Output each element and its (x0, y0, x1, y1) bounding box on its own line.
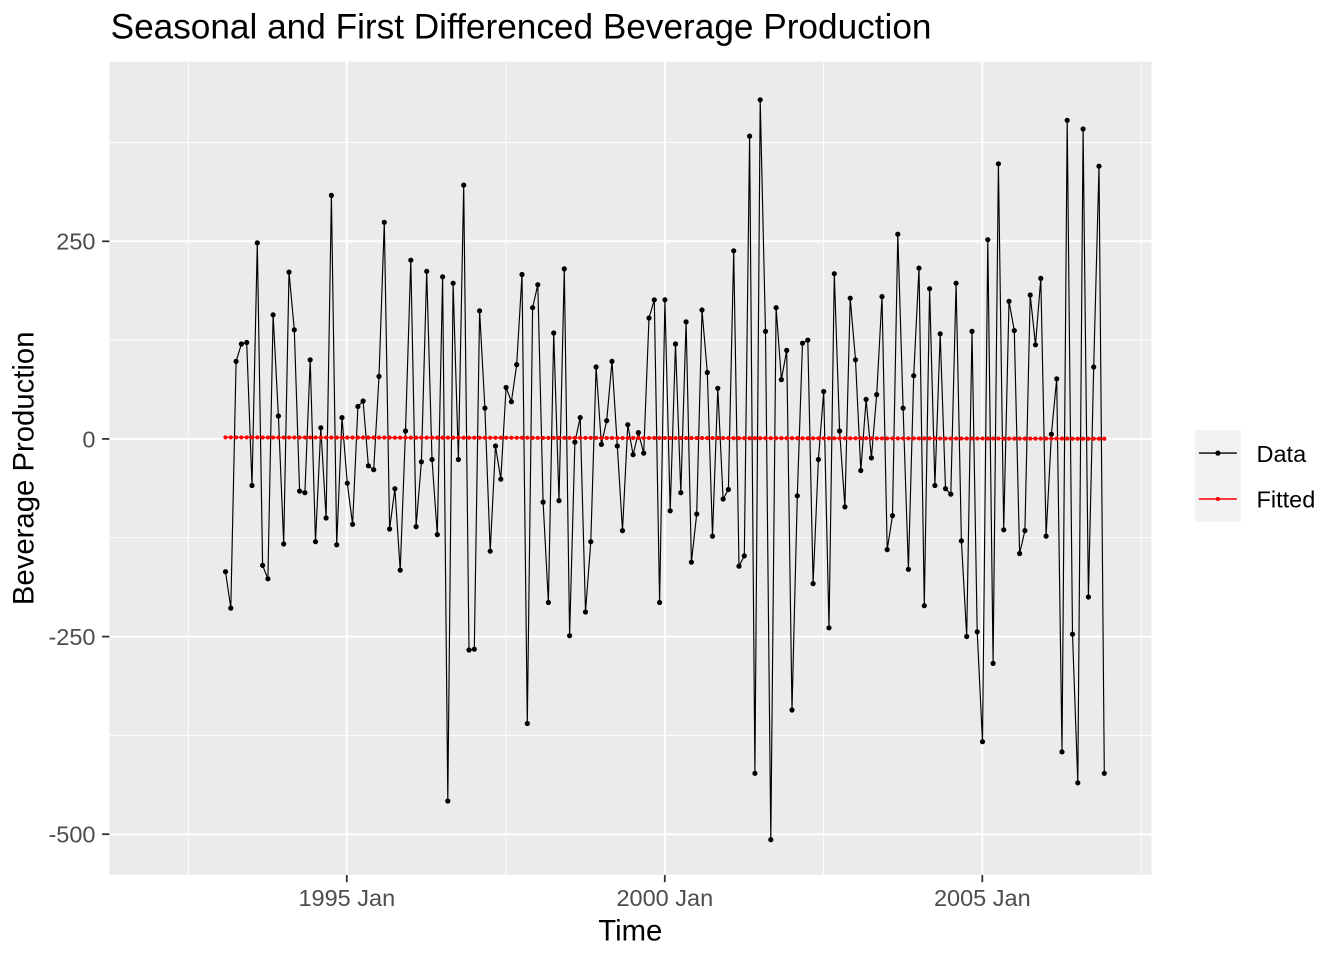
svg-text:-250: -250 (48, 624, 95, 650)
svg-text:1995 Jan: 1995 Jan (298, 885, 395, 911)
svg-text:Beverage Production: Beverage Production (8, 331, 41, 605)
svg-text:Data: Data (1257, 441, 1308, 467)
svg-text:2000 Jan: 2000 Jan (616, 885, 713, 911)
svg-text:2005 Jan: 2005 Jan (934, 885, 1031, 911)
svg-text:250: 250 (56, 229, 95, 255)
svg-text:0: 0 (82, 426, 95, 452)
svg-text:Time: Time (598, 915, 662, 948)
svg-text:Fitted: Fitted (1257, 486, 1316, 512)
svg-text:Seasonal and First Differenced: Seasonal and First Differenced Beverage … (111, 7, 932, 46)
svg-text:-500: -500 (48, 822, 95, 848)
